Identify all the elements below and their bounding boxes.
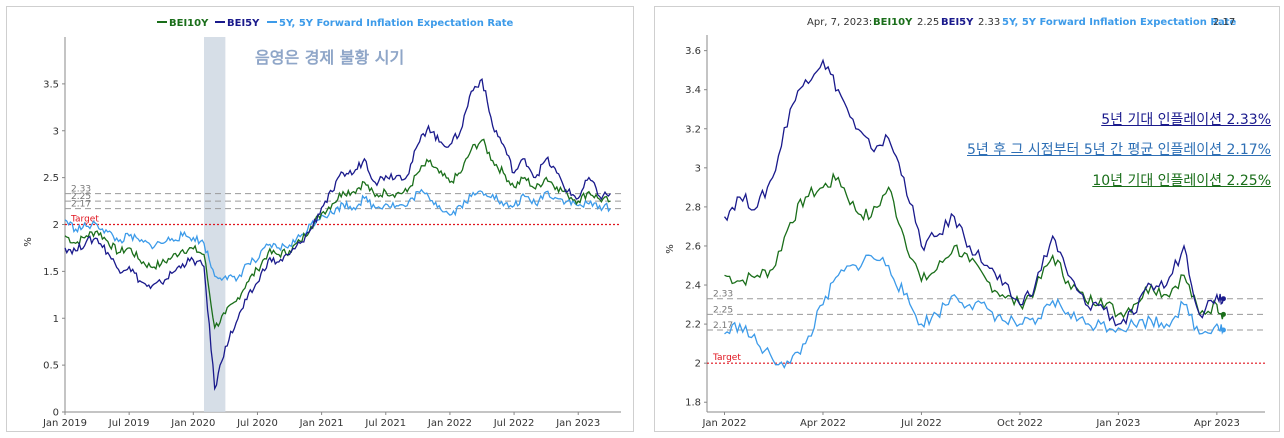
header-bei10y-name: BEI10Y	[873, 17, 913, 28]
plot-area: 1.8 2 2.2 2.4 2.6 2.8 3 3.2 3.4 3.6 Jan 2022 Apr 20…	[685, 35, 1265, 429]
y-tick-label: 2.4	[685, 281, 701, 292]
y-tick-label: 1.8	[685, 398, 701, 409]
chart-left: BEI10Y BEI5Y 5Y, 5Y Forward Inflation Ex…	[23, 18, 621, 429]
legend-label-forward: 5Y, 5Y Forward Inflation Expectation Rat…	[279, 18, 514, 29]
header-forward-value: 2.17	[1213, 17, 1235, 28]
y-tick-label: 2	[695, 359, 701, 370]
annotation-forward: 5년 후 그 시점부터 5년 간 평균 인플레이션 2.17%	[967, 142, 1271, 158]
target-label: Target	[70, 215, 99, 225]
hover-header: Apr, 7, 2023: BEI10Y 2.25 BEI5Y 2.33 5Y,…	[807, 17, 1237, 28]
target-label: Target	[712, 353, 741, 363]
header-date: Apr, 7, 2023:	[807, 17, 872, 28]
x-tick-label: Jul 2021	[364, 418, 406, 429]
reference-label: 2.17	[713, 321, 733, 331]
chart-right: Apr, 7, 2023: BEI10Y 2.25 BEI5Y 2.33 5Y,…	[665, 17, 1265, 429]
x-tick-label: Jan 2023	[1095, 418, 1140, 429]
y-tick-label: 2	[53, 220, 59, 231]
series-end-point	[1220, 296, 1226, 302]
x-tick-label: Jul 2022	[900, 418, 942, 429]
y-tick-label: 1.5	[43, 267, 59, 278]
series-line-5y-5y-forward-inflation-expectation-rate	[64, 188, 611, 283]
header-forward-name: 5Y, 5Y Forward Inflation Expectation Rat…	[1002, 17, 1237, 28]
series-line-bei10y	[724, 172, 1225, 320]
annotation-bei5y: 5년 기대 인플레이션 2.33%	[1101, 112, 1271, 128]
x-tick-label: Jan 2020	[170, 418, 215, 429]
y-tick-label: 3.6	[685, 46, 701, 57]
y-tick-label: 0.5	[43, 361, 59, 372]
chart-panel-left: BEI10Y BEI5Y 5Y, 5Y Forward Inflation Ex…	[6, 6, 634, 432]
reference-label: 2.25	[71, 192, 91, 202]
x-tick-label: Jul 2019	[108, 418, 150, 429]
legend-label-bei5y: BEI5Y	[227, 18, 260, 29]
x-tick-label: Apr 2023	[1194, 418, 1240, 429]
header-bei5y-value: 2.33	[978, 17, 1000, 28]
y-axis-label: %	[23, 237, 34, 247]
y-tick-label: 1	[53, 314, 59, 325]
annotation-bei10y: 10년 기대 인플레이션 2.25%	[1092, 173, 1271, 189]
y-tick-label: 3.5	[43, 79, 59, 90]
legend-label-bei10y: BEI10Y	[169, 18, 209, 29]
series-line-bei10y	[64, 138, 611, 330]
y-tick-label: 3.4	[685, 85, 701, 96]
x-tick-label: Jan 2022	[427, 418, 472, 429]
series-line-bei5y	[64, 78, 611, 391]
x-tick-label: Jan 2023	[555, 418, 600, 429]
recession-note: 음영은 경제 불황 시기	[255, 48, 404, 67]
y-axis-label: %	[665, 244, 676, 254]
chart-panel-right: Apr, 7, 2023: BEI10Y 2.25 BEI5Y 2.33 5Y,…	[654, 6, 1280, 432]
plot-area: 0 0.5 1 1.5 2 2.5 3 3.5 Jan 2019 Jul 2019 Jan 2020…	[42, 37, 621, 429]
series-end-point	[1220, 311, 1226, 317]
x-tick-label: Apr 2022	[800, 418, 846, 429]
y-tick-label: 2.5	[43, 173, 59, 184]
x-tick-label: Oct 2022	[997, 418, 1043, 429]
reference-label: 2.25	[713, 305, 733, 315]
y-tick-label: 3.2	[685, 124, 701, 135]
series-line-5y-5y-forward-inflation-expectation-rate	[724, 254, 1224, 369]
x-tick-label: Jul 2020	[236, 418, 278, 429]
header-bei10y-value: 2.25	[917, 17, 939, 28]
series-end-point	[1220, 327, 1226, 333]
x-tick-label: Jul 2022	[493, 418, 535, 429]
reference-label: 2.33	[713, 290, 733, 300]
y-tick-label: 0	[53, 408, 59, 419]
x-tick-label: Jan 2022	[701, 418, 746, 429]
y-tick-label: 3	[53, 126, 59, 137]
y-tick-label: 2.2	[685, 320, 701, 331]
x-tick-label: Jan 2021	[299, 418, 344, 429]
legend: BEI10Y BEI5Y 5Y, 5Y Forward Inflation Ex…	[157, 18, 514, 29]
reference-label: 2.17	[71, 200, 91, 210]
reference-label: 2.33	[71, 185, 91, 195]
y-tick-label: 2.6	[685, 241, 701, 252]
header-bei5y-name: BEI5Y	[941, 17, 974, 28]
series-line-bei5y	[723, 58, 1225, 327]
x-tick-label: Jan 2019	[42, 418, 87, 429]
y-tick-label: 2.8	[685, 202, 701, 213]
y-tick-label: 3	[695, 163, 701, 174]
